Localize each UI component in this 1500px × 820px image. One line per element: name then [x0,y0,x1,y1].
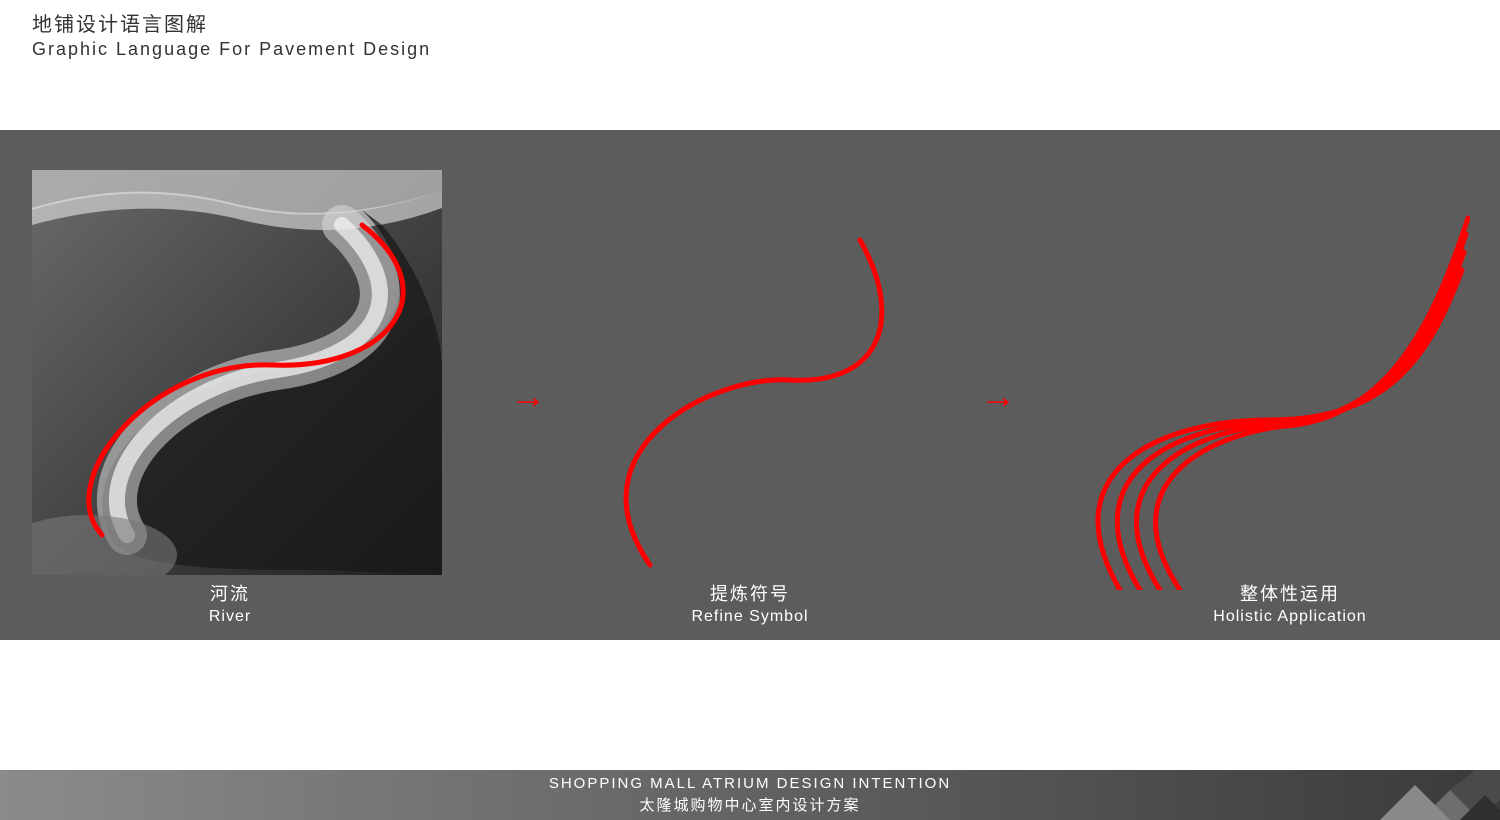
holistic-curve-3 [1136,234,1466,590]
holistic-curve-4 [1156,218,1468,590]
caption-holistic: 整体性运用 Holistic Application [1160,580,1420,626]
caption-river: 河流 River [100,580,360,626]
header-title-cn: 地铺设计语言图解 [32,8,431,37]
panel-refine [560,170,940,575]
footer-title-en: SHOPPING MALL ATRIUM DESIGN INTENTION [549,775,951,792]
panel-holistic [1060,170,1470,575]
holistic-curve-1 [1098,270,1462,590]
caption-refine: 提炼符号 Refine Symbol [620,580,880,626]
arrow-2-icon: → [980,375,1016,417]
header-title-en: Graphic Language For Pavement Design [32,39,431,60]
footer-deco-icon [1320,770,1500,820]
footer-title-cn: 太隆城购物中心室内设计方案 [639,794,860,815]
refine-curve-svg [560,170,940,575]
footer-bar: SHOPPING MALL ATRIUM DESIGN INTENTION 太隆… [0,770,1500,820]
arrow-1-icon: → [510,375,546,417]
caption-river-cn: 河流 [100,580,360,606]
caption-holistic-en: Holistic Application [1160,608,1420,626]
page-header: 地铺设计语言图解 Graphic Language For Pavement D… [32,8,431,60]
caption-river-en: River [100,608,360,626]
refine-curve [626,240,882,565]
caption-refine-cn: 提炼符号 [620,580,880,606]
caption-refine-en: Refine Symbol [620,608,880,626]
caption-holistic-cn: 整体性运用 [1160,580,1420,606]
holistic-curves-svg [1060,170,1470,590]
diagram-band: → → 河流 River 提炼符号 Refine Symbol 整体性运用 Ho… [0,130,1500,640]
panel-river [32,170,442,575]
river-photo-svg [32,170,442,575]
